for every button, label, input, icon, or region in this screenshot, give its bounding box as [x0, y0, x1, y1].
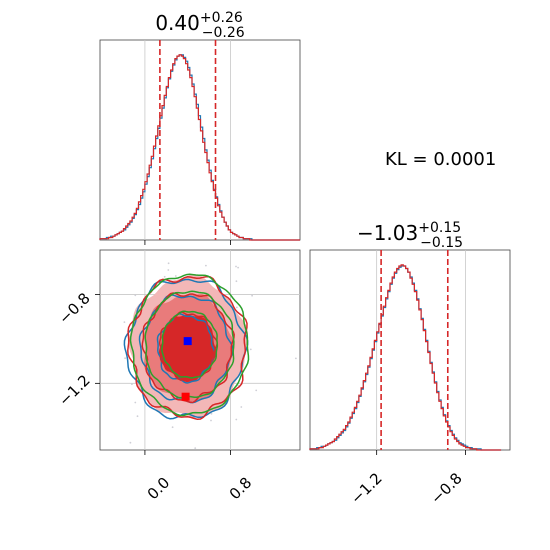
- joint-scatter-point: [123, 321, 126, 323]
- marginal-y-histograms: [309, 264, 502, 451]
- joint-scatter-point: [124, 357, 126, 360]
- joint-marker-blue: [183, 337, 192, 346]
- marginal-x-panel: 0.40+0.26 −0.26: [99, 10, 301, 245]
- marginal-y-x-tick-label: −1.2: [347, 469, 385, 507]
- joint-y-tick-labels: −0.8 −1.2: [55, 289, 93, 409]
- marginal-x-quantile-lines: [159, 40, 217, 240]
- joint-scatter-point: [251, 294, 254, 297]
- joint-x-tick-label: 0.8: [226, 474, 256, 504]
- joint-marker-red: [181, 392, 190, 401]
- joint-scatter-point: [205, 264, 207, 267]
- marginal-x-grid: [144, 40, 231, 240]
- joint-scatter-point: [167, 269, 170, 271]
- joint-contour-green: [161, 310, 219, 379]
- joint-contour-red: [127, 275, 248, 421]
- joint-scatter-point: [210, 412, 213, 415]
- joint-scatter-point: [210, 419, 212, 422]
- marginal-y-grid: [376, 250, 466, 450]
- marginal-y-quantile-lines: [380, 250, 449, 450]
- joint-scatter-point: [194, 447, 197, 449]
- marginal-x-title-value: 0.40: [155, 11, 200, 35]
- marginal-y-ticks: [376, 450, 466, 455]
- joint-y-tick-label: −1.2: [55, 371, 93, 409]
- marginal-y-x-tick-label: −0.8: [427, 469, 465, 507]
- joint-ticks: [95, 294, 231, 455]
- marginal-y-series-red-step: [309, 264, 502, 451]
- marginal-x-title: 0.40+0.26 −0.26: [155, 10, 244, 41]
- marginal-x-ticks: [144, 240, 231, 245]
- joint-scatter-point: [235, 265, 237, 268]
- marginal-x-title-minus: −0.26: [202, 25, 245, 41]
- joint-scatter-point: [129, 441, 132, 444]
- joint-scatter-point: [131, 383, 133, 386]
- marginal-x-title-plus: +0.26: [200, 10, 243, 26]
- joint-x-tick-labels: 0.0 0.8: [144, 474, 256, 504]
- marginal-y-title-value: −1.03: [357, 221, 418, 245]
- joint-scatter-point: [134, 294, 137, 297]
- joint-scatter-point: [167, 262, 170, 265]
- joint-contour-green: [129, 273, 250, 417]
- joint-x-tick-label: 0.0: [144, 474, 174, 504]
- marginal-x-series-red-step: [99, 54, 300, 241]
- joint-contour-lines: [123, 273, 250, 421]
- kl-annotation: KL = 0.0001: [385, 149, 496, 170]
- joint-scatter-point: [235, 280, 238, 283]
- marginal-y-panel: −1.03+0.15 −0.15 −1.2 −0.8: [309, 220, 511, 508]
- joint-contour-blue: [156, 313, 216, 384]
- joint-scatter-point: [255, 389, 258, 392]
- joint-y-tick-label: −0.8: [55, 289, 93, 327]
- joint-scatter-point: [249, 348, 252, 351]
- joint-scatter-point: [240, 406, 243, 408]
- joint-scatter-point: [163, 275, 166, 278]
- joint-scatter-point: [236, 306, 238, 309]
- joint-fill-inner: [158, 314, 217, 382]
- joint-contour-blue: [138, 294, 234, 404]
- joint-contour-green: [144, 290, 235, 399]
- joint-markers: [181, 337, 192, 401]
- joint-scatter-point: [295, 357, 297, 360]
- marginal-y-title-plus: +0.15: [418, 220, 461, 236]
- joint-scatter-point: [174, 275, 177, 277]
- marginal-x-histograms: [99, 54, 300, 241]
- joint-scatter-point: [136, 415, 139, 418]
- joint-scatter-point: [235, 418, 238, 421]
- joint-scatter-point: [134, 401, 137, 404]
- marginal-x-frame: [99, 39, 301, 241]
- joint-panel: 0.0 0.8 −0.8 −1.2: [55, 249, 301, 504]
- marginal-y-title-minus: −0.15: [420, 235, 463, 251]
- marginal-y-series-blue-step: [309, 265, 502, 451]
- marginal-y-x-tick-labels: −1.2 −0.8: [347, 469, 465, 507]
- joint-scatter-point: [171, 426, 174, 429]
- joint-scatter-point: [237, 266, 240, 269]
- marginal-y-frame: [309, 249, 511, 451]
- marginal-y-title: −1.03+0.15 −0.15: [357, 220, 463, 251]
